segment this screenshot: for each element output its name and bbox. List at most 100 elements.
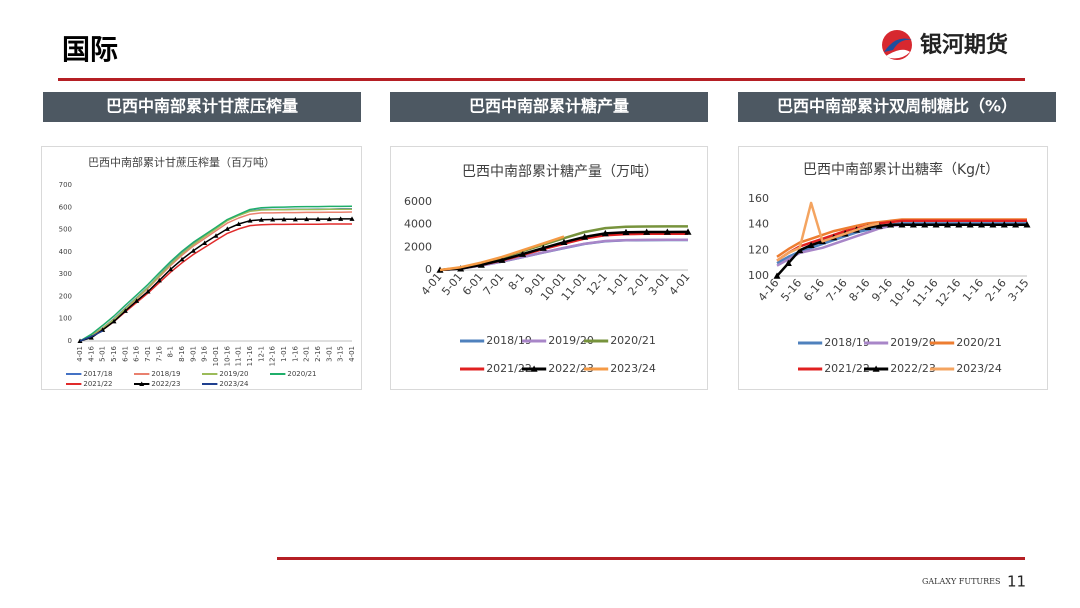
series-line (439, 235, 565, 272)
series-marker (190, 248, 196, 253)
legend-label: 2020/21 (287, 370, 316, 378)
panel-title: 巴西中南部累计甘蔗压榨量 (106, 97, 298, 116)
legend-label: 2019/20 (219, 370, 248, 378)
legend-marker (530, 365, 538, 372)
series-marker (145, 289, 151, 294)
series-marker (887, 221, 895, 228)
x-tick-label: 2-16 (314, 345, 322, 361)
series-line (79, 205, 353, 342)
x-tick-label: 9-16 (201, 345, 209, 361)
legend-label: 2021/22 (486, 362, 532, 375)
series-marker (1000, 221, 1008, 228)
chart-frame (738, 146, 1048, 390)
series-marker (909, 221, 917, 228)
series-marker (213, 233, 219, 238)
legend-label: 2023/24 (610, 362, 656, 375)
x-tick-label: 4-01 (76, 346, 84, 362)
series-marker (539, 244, 547, 251)
chart-title: 巴西中南部累计出糖率（Kg/t） (803, 161, 999, 178)
y-tick-label: 400 (59, 248, 72, 256)
y-tick-label: 0 (68, 337, 72, 345)
series-line (79, 330, 104, 342)
y-tick-label: 4000 (404, 218, 432, 231)
series-line (776, 201, 880, 262)
y-tick-label: 700 (59, 181, 72, 189)
legend-label: 2021/22 (83, 380, 112, 388)
series-marker (498, 256, 506, 263)
series-marker (560, 238, 568, 246)
x-tick-label: 4-01 (348, 346, 356, 362)
series-marker (663, 228, 671, 235)
y-tick-label: 2000 (404, 240, 432, 253)
panel-title: 巴西中南部累计糖产量 (469, 97, 629, 116)
chart-frame (390, 146, 708, 390)
legend-label: 2023/24 (956, 362, 1002, 375)
y-tick-label: 200 (59, 292, 72, 300)
x-tick-label: 3-15 (337, 346, 345, 362)
series-marker (292, 216, 298, 222)
series-marker (601, 229, 609, 237)
slide-title: 国际 (62, 33, 118, 66)
series-marker (247, 218, 253, 223)
top-rule (58, 78, 1025, 81)
x-tick-label: 11-16 (246, 345, 254, 366)
series-marker (224, 226, 230, 231)
x-tick-label: 11-01 (235, 346, 243, 366)
chart-title: 巴西中南部累计糖产量（万吨） (462, 164, 658, 180)
series-marker (898, 221, 906, 228)
x-tick-label: 8-1 (167, 346, 175, 357)
y-tick-label: 500 (59, 226, 72, 234)
legend-label: 2019/20 (548, 334, 594, 347)
legend-label: 2022/23 (151, 380, 180, 388)
legend-label: 2021/22 (824, 362, 870, 375)
x-tick-label: 7-01 (144, 346, 152, 362)
x-tick-label: 8-16 (178, 345, 186, 361)
logo-icon (882, 30, 912, 60)
series-marker (875, 222, 883, 229)
x-tick-label: 6-16 (133, 345, 141, 361)
panel-header (43, 92, 361, 122)
panel-header (738, 92, 1056, 122)
x-tick-label: 7-16 (155, 345, 163, 361)
series-marker (1023, 221, 1031, 228)
series-marker (168, 266, 174, 272)
series-marker (684, 228, 692, 235)
bottom-rule (277, 557, 1025, 560)
x-tick-label: 12-16 (269, 345, 277, 366)
panel-header (390, 92, 708, 122)
legend-marker (139, 381, 145, 386)
series-marker (202, 240, 208, 245)
x-tick-label: 4-16 (87, 345, 95, 361)
y-tick-label: 300 (59, 270, 72, 278)
series-marker (304, 216, 310, 222)
legend-label: 2022/23 (890, 362, 936, 375)
legend-label: 2019/20 (890, 336, 936, 349)
series-marker (581, 233, 589, 240)
chart-title: 巴西中南部累计甘蔗压榨量（百万吨） (88, 155, 275, 169)
series-line (776, 219, 1027, 262)
series-marker (315, 216, 321, 222)
chart-frame (41, 146, 362, 390)
series-marker (796, 246, 804, 254)
y-tick-label: 140 (748, 218, 769, 231)
x-tick-label: 2-01 (303, 346, 311, 362)
series-marker (477, 261, 485, 268)
series-marker (966, 221, 974, 228)
series-marker (955, 221, 963, 228)
series-marker (122, 308, 128, 313)
x-tick-label: 10-16 (223, 345, 231, 366)
y-tick-label: 100 (748, 269, 769, 282)
series-marker (622, 228, 630, 236)
x-tick-label: 5-16 (110, 345, 118, 361)
y-tick-label: 6000 (404, 195, 432, 208)
series-marker (773, 272, 781, 279)
series-marker (281, 216, 287, 222)
series-marker (88, 335, 94, 340)
x-tick-label: 10-01 (212, 346, 220, 366)
x-tick-label: 12-1 (257, 346, 265, 362)
x-tick-label: 5-01 (99, 346, 107, 362)
x-tick-label: 9-01 (189, 346, 197, 362)
x-tick-label: 6-01 (121, 346, 129, 362)
series-marker (921, 221, 929, 228)
